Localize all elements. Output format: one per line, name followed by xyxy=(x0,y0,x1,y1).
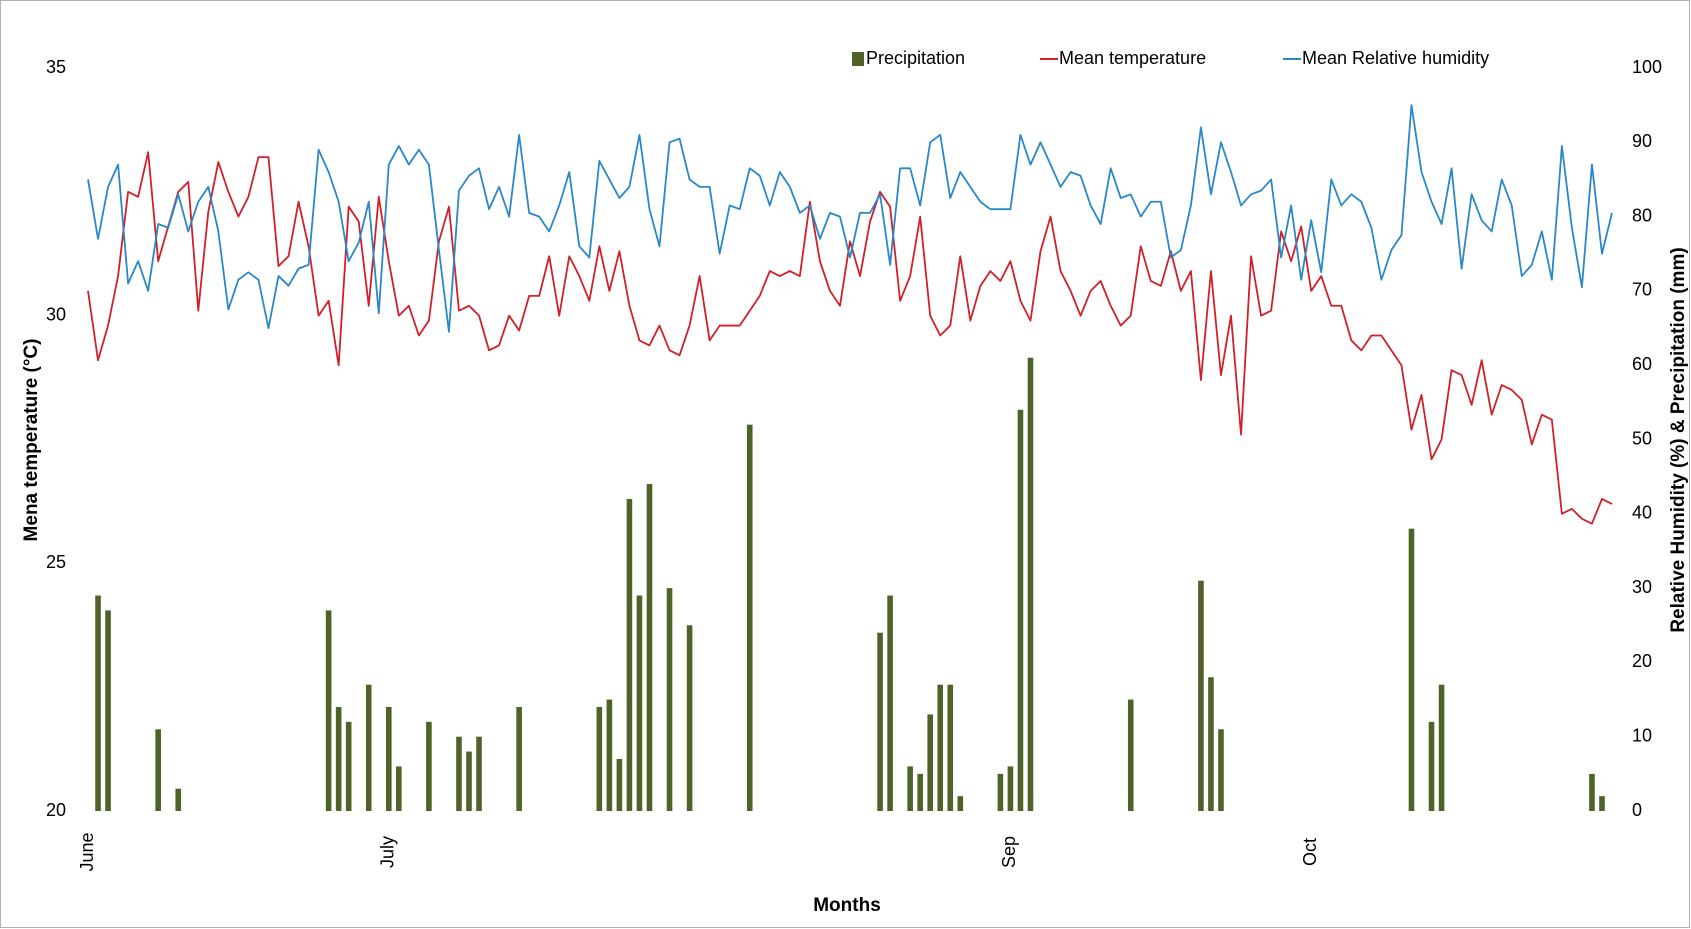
bar xyxy=(887,595,893,811)
y2-tick-label: 60 xyxy=(1632,354,1652,374)
bar xyxy=(927,714,934,811)
y2-tick-label: 10 xyxy=(1632,725,1652,745)
bar xyxy=(1017,409,1024,811)
bar xyxy=(666,588,673,811)
y2-tick-label: 80 xyxy=(1632,205,1652,225)
bar xyxy=(365,684,372,811)
y2-tick-label: 20 xyxy=(1632,651,1652,671)
bar xyxy=(385,706,392,811)
bar xyxy=(596,706,603,811)
bar xyxy=(175,788,182,811)
y2-tick-label: 90 xyxy=(1632,131,1652,151)
bar xyxy=(947,684,954,811)
bar xyxy=(426,721,432,811)
bar xyxy=(1007,766,1014,811)
legend: Precipitation Mean temperature Mean Relati… xyxy=(852,48,1489,68)
bar xyxy=(746,424,753,811)
y2-tick-label: 50 xyxy=(1632,428,1652,448)
bar xyxy=(1198,580,1204,811)
x-tick-label: Oct xyxy=(1300,838,1320,866)
x-tick-label: Sep xyxy=(999,836,1019,868)
bar xyxy=(476,736,482,811)
legend-swatch xyxy=(852,52,864,66)
y2-tick-label: 0 xyxy=(1632,800,1642,820)
legend-label: Precipitation xyxy=(866,48,965,68)
bar xyxy=(396,766,402,811)
bar xyxy=(1589,773,1595,811)
bar xyxy=(1127,699,1134,811)
bar xyxy=(466,751,472,811)
bar xyxy=(917,773,923,811)
bar xyxy=(1599,796,1605,811)
y-tick-label: 30 xyxy=(46,304,66,324)
y2-axis-title: Relative Humidity (%) & Precipitation (m… xyxy=(1668,247,1689,632)
bar xyxy=(1438,684,1445,811)
x-tick-label: June xyxy=(77,832,97,871)
bar xyxy=(957,796,964,811)
bar xyxy=(105,610,111,811)
bar xyxy=(456,736,462,811)
y2-tick-label: 100 xyxy=(1632,57,1662,77)
y2-tick-label: 70 xyxy=(1632,280,1652,300)
legend-label: Mean Relative humidity xyxy=(1302,48,1489,68)
bar xyxy=(1027,357,1034,811)
bar xyxy=(516,706,522,811)
x-tick-label: July xyxy=(378,836,398,868)
bar xyxy=(325,610,332,811)
y-tick-label: 35 xyxy=(46,57,66,77)
legend-label: Mean temperature xyxy=(1059,48,1206,68)
bar xyxy=(1428,721,1435,811)
bar xyxy=(95,595,101,811)
x-axis-title: Months xyxy=(813,895,881,916)
bar xyxy=(606,699,613,811)
bar xyxy=(335,706,342,811)
y-tick-label: 20 xyxy=(46,800,66,820)
bar xyxy=(997,773,1004,811)
bar xyxy=(686,625,693,811)
bar xyxy=(345,721,352,811)
y2-tick-label: 40 xyxy=(1632,503,1652,523)
bar xyxy=(1218,729,1224,811)
bar xyxy=(626,498,633,811)
bar xyxy=(646,484,653,811)
bar xyxy=(937,684,944,811)
plot-area: 20 25 30 35 0 10 20 30 40 50 60 70 80 90 100 June July Se… xyxy=(46,57,1662,872)
bar xyxy=(877,632,883,811)
y-axis-title: Mena temperature (°C) xyxy=(21,339,42,542)
line xyxy=(87,104,1613,333)
y2-tick-label: 30 xyxy=(1632,577,1652,597)
bar xyxy=(636,595,643,811)
bar xyxy=(155,729,161,811)
bar xyxy=(616,758,623,811)
bar xyxy=(1408,528,1415,811)
line xyxy=(87,151,1613,525)
bar xyxy=(907,766,913,811)
bar xyxy=(1208,677,1214,811)
y-tick-label: 25 xyxy=(46,552,66,572)
